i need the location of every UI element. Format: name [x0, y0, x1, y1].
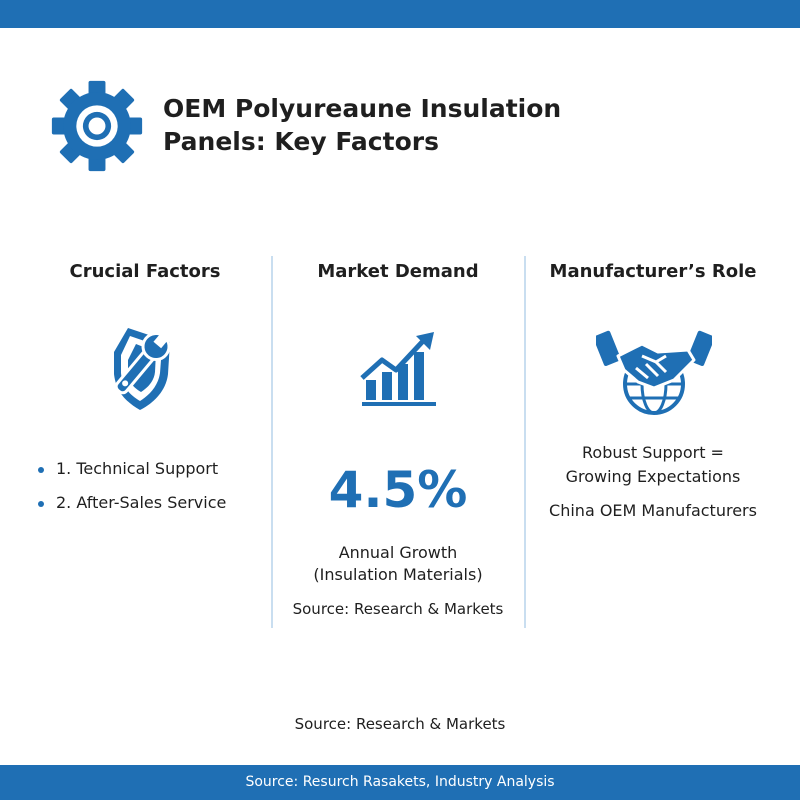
page-source: Source: Research & Markets: [294, 715, 506, 733]
market-demand-heading: Market Demand: [317, 261, 479, 282]
manufacturer-role-statement: Robust Support = Growing Expectations: [526, 441, 780, 489]
manufacturer-role-column: Manufacturer’s Role: [526, 258, 780, 286]
list-item: 1. Technical Support: [38, 452, 226, 486]
market-demand-column: Market Demand: [272, 258, 524, 286]
crucial-factors-column: Crucial Factors: [20, 258, 270, 286]
column-divider-1: [271, 256, 273, 628]
column-divider-2: [524, 256, 526, 628]
growth-label: Annual Growth (Insulation Materials): [272, 542, 524, 586]
gear-icon: [51, 80, 143, 172]
wrench-shield-icon: [114, 328, 171, 410]
manufacturer-role-heading: Manufacturer’s Role: [549, 261, 757, 282]
title-line-1: OEM Polyureaune Insulation: [163, 94, 562, 123]
market-demand-source: Source: Research & Markets: [292, 600, 504, 618]
growth-label-line-1: Annual Growth: [338, 543, 458, 562]
growth-chart-icon: [360, 332, 436, 406]
title-line-2: Panels: Key Factors: [163, 127, 439, 156]
role-statement-line-1: Robust Support =: [582, 443, 724, 462]
growth-stat: 4.5%: [328, 461, 468, 519]
growth-label-line-2: (Insulation Materials): [313, 565, 483, 584]
role-statement-line-2: Growing Expectations: [565, 467, 741, 486]
footer-bar: Source: Resurch Rasakets, Industry Analy…: [0, 765, 800, 800]
top-bar: [0, 0, 800, 28]
footer-bar-text: Source: Resurch Rasakets, Industry Analy…: [245, 774, 555, 790]
list-item: 2. After-Sales Service: [38, 486, 226, 520]
manufacturer-role-subtext: China OEM Manufacturers: [549, 501, 757, 520]
handshake-globe-icon: [596, 330, 712, 415]
crucial-factors-list: 1. Technical Support 2. After-Sales Serv…: [38, 452, 226, 520]
page-title: OEM Polyureaune Insulation Panels: Key F…: [163, 92, 683, 158]
crucial-factors-heading: Crucial Factors: [69, 261, 221, 282]
